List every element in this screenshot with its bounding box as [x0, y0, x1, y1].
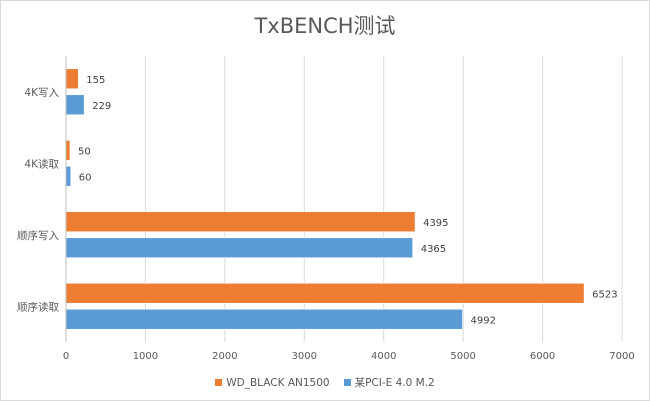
bar	[65, 211, 416, 233]
bar	[65, 139, 71, 161]
legend-item-series-2: 某PCI-E 4.0 M.2	[343, 375, 435, 390]
bar	[65, 94, 85, 116]
legend-label-series-2: 某PCI-E 4.0 M.2	[354, 377, 435, 389]
category-label: 4K写入	[24, 87, 59, 99]
data-label: 50	[78, 146, 91, 157]
x-tick-label: 0	[63, 351, 69, 362]
legend-label-series-1: WD_BLACK AN1500	[226, 376, 330, 389]
x-tick-label: 5000	[450, 351, 475, 362]
x-tick-label: 6000	[530, 351, 555, 362]
x-tick-label: 3000	[292, 351, 317, 362]
data-label: 4395	[423, 218, 448, 229]
legend-swatch-series-2	[343, 379, 351, 386]
bar	[65, 237, 414, 259]
bar	[65, 165, 72, 187]
data-label: 6523	[592, 289, 617, 300]
legend: WD_BLACK AN1500 某PCI-E 4.0 M.2	[0, 375, 650, 390]
legend-item-series-1: WD_BLACK AN1500	[215, 375, 330, 390]
category-label: 4K读取	[24, 157, 59, 170]
x-tick-label: 1000	[133, 351, 158, 362]
bar	[65, 282, 585, 304]
data-label: 60	[79, 172, 92, 183]
x-tick-label: 7000	[609, 351, 634, 362]
category-label: 顺序读取	[17, 300, 59, 313]
legend-swatch-series-1	[215, 379, 223, 386]
bar	[65, 68, 79, 90]
x-tick-label: 4000	[371, 351, 396, 362]
data-label: 4992	[471, 315, 496, 326]
x-tick-label: 2000	[212, 351, 237, 362]
data-label: 229	[92, 101, 111, 112]
chart-title: TxBENCH测试	[254, 14, 396, 38]
data-label: 4365	[421, 244, 446, 255]
data-label: 155	[86, 75, 105, 86]
category-label: 顺序写入	[17, 229, 59, 242]
bar	[65, 308, 463, 330]
